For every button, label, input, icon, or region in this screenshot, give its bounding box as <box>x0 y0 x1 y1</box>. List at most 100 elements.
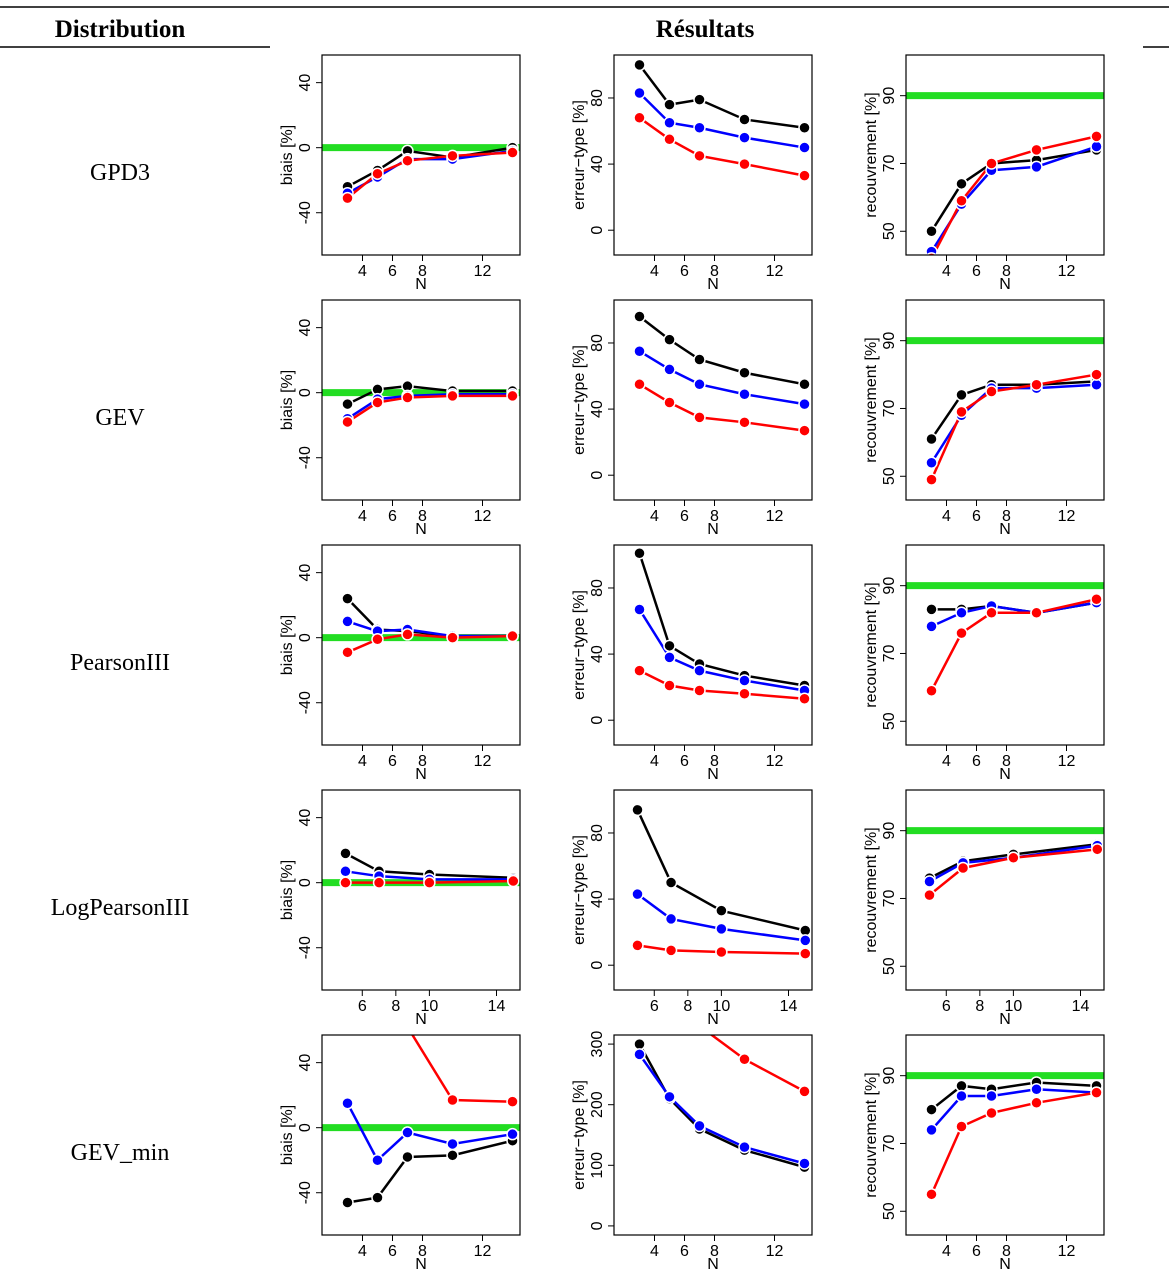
x-tick-label: 4 <box>650 263 659 280</box>
plot-frame <box>613 54 813 256</box>
y-axis-title: recouvrement [%] <box>863 1072 880 1197</box>
data-point <box>715 945 728 959</box>
series-line <box>638 1053 805 1165</box>
data-point <box>693 149 706 163</box>
y-tick-label: 0 <box>297 1123 314 1132</box>
data-point <box>401 1150 414 1164</box>
x-tick-label: 8 <box>1002 508 1011 525</box>
x-tick-label: 12 <box>474 263 492 280</box>
series-line <box>411 1035 513 1103</box>
data-point <box>663 116 676 130</box>
data-point <box>955 1079 968 1093</box>
chart: 4 6 8 12 N -40 0 40 biais [%] <box>279 544 521 783</box>
data-point <box>371 167 384 180</box>
chart: 4 6 8 12 N -40 0 40 biais [%] <box>279 299 521 538</box>
series-line <box>930 1091 1097 1195</box>
x-tick-label: 4 <box>942 263 951 280</box>
y-axis-title: recouvrement [%] <box>863 827 880 952</box>
data-point <box>799 947 812 960</box>
series-line <box>638 315 805 386</box>
data-point <box>341 1196 354 1209</box>
data-point <box>798 378 811 391</box>
x-tick-label: 6 <box>972 753 981 770</box>
plot-frame <box>905 544 1105 746</box>
data-point <box>738 387 751 401</box>
y-tick-label: 40 <box>297 809 314 827</box>
data-point <box>738 157 751 171</box>
y-tick-label: 50 <box>881 712 898 730</box>
series-line <box>636 809 806 932</box>
x-tick-label: 8 <box>1002 263 1011 280</box>
y-tick-label: 40 <box>297 564 314 582</box>
data-point <box>1090 368 1103 381</box>
data-point <box>633 86 646 100</box>
data-point <box>446 149 459 163</box>
data-point <box>634 966 645 977</box>
y-tick-label: 90 <box>881 822 898 840</box>
chart: 4 6 8 12 N -40 0 40 biais [%] <box>279 960 521 1273</box>
y-axis-title: recouvrement [%] <box>863 337 880 462</box>
data-point <box>925 1123 938 1137</box>
y-axis-title: recouvrement [%] <box>863 92 880 217</box>
row-label: GEV <box>95 405 145 431</box>
data-point <box>446 1149 459 1162</box>
x-tick-label: 4 <box>942 753 951 770</box>
data-point <box>738 416 751 429</box>
data-point <box>925 456 938 469</box>
data-point <box>955 626 968 640</box>
y-axis-title: erreur−type [%] <box>571 100 588 210</box>
data-point <box>372 960 383 971</box>
data-point <box>339 847 352 860</box>
x-tick-label: 12 <box>474 508 492 525</box>
data-point <box>693 411 706 424</box>
data-point <box>1090 1086 1103 1099</box>
data-point <box>798 692 811 705</box>
data-point <box>1090 140 1103 153</box>
x-tick-label: 14 <box>488 998 506 1015</box>
plot-area <box>906 582 1104 698</box>
x-axis-title: N <box>707 766 719 783</box>
data-point <box>798 121 811 134</box>
data-point <box>798 424 811 437</box>
plot-frame <box>613 789 813 991</box>
data-point <box>401 1126 414 1139</box>
data-point <box>1090 592 1103 606</box>
x-tick-label: 6 <box>388 263 397 280</box>
data-point <box>663 363 676 376</box>
x-tick-label: 6 <box>972 508 981 525</box>
x-tick-label: 8 <box>710 508 719 525</box>
x-tick-label: 6 <box>942 998 951 1015</box>
data-point <box>663 333 676 346</box>
data-point <box>985 1089 998 1103</box>
x-tick-label: 6 <box>680 508 689 525</box>
plot-frame <box>905 1034 1105 1236</box>
data-point <box>371 1191 384 1204</box>
data-point <box>985 157 998 170</box>
y-tick-label: 40 <box>297 74 314 92</box>
plot-frame <box>613 544 813 746</box>
y-tick-label: 80 <box>589 334 606 352</box>
series-line <box>930 373 1097 481</box>
y-tick-label: 40 <box>297 1054 314 1072</box>
series-line <box>928 844 1098 883</box>
plot-area <box>906 827 1104 902</box>
data-point <box>664 990 675 1001</box>
x-tick-label: 8 <box>418 263 427 280</box>
x-tick-label: 8 <box>418 753 427 770</box>
y-axis-title: biais [%] <box>279 615 296 675</box>
y-tick-label: 50 <box>881 1202 898 1220</box>
data-point <box>798 1157 811 1170</box>
data-point <box>664 912 678 926</box>
data-point <box>925 473 938 486</box>
y-axis-title: biais [%] <box>279 860 296 920</box>
data-point <box>925 603 938 616</box>
x-tick-label: 8 <box>418 1243 427 1260</box>
y-tick-label: 0 <box>297 878 314 887</box>
x-axis-title: N <box>415 1011 427 1028</box>
data-point <box>341 1097 354 1110</box>
y-tick-label: 50 <box>881 222 898 240</box>
data-point <box>955 1089 968 1103</box>
data-point <box>633 1037 646 1051</box>
